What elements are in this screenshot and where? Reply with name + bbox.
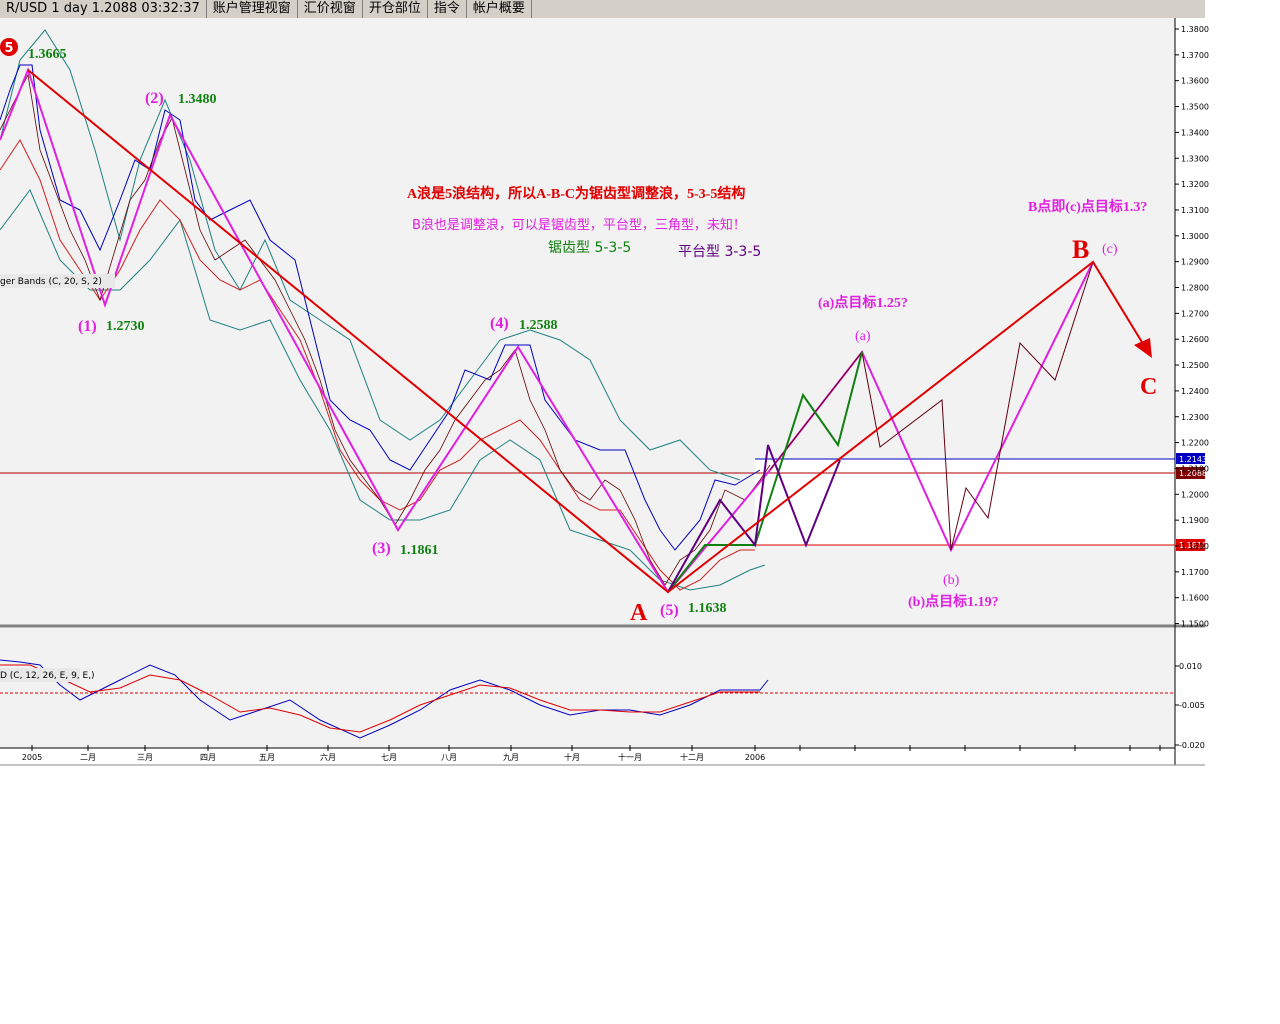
bollinger-lower: [0, 189, 766, 591]
x-tick-label: 十月: [564, 752, 580, 762]
y-tick-label: -0.005: [1179, 701, 1205, 710]
annotation: 锯齿型 5-3-5: [548, 240, 631, 256]
price-line: [0, 73, 771, 586]
y-tick-label: 1.2900: [1181, 258, 1209, 267]
price-tag: [1176, 467, 1205, 479]
y-tick-label: 1.2700: [1181, 309, 1209, 318]
y-tick-label: 1.3800: [1181, 25, 1209, 34]
wave-price: 1.2588: [519, 318, 558, 333]
price-tag: [1176, 453, 1205, 464]
tab[interactable]: 帐户概要: [467, 0, 532, 18]
x-tick-label: 八月: [441, 753, 457, 762]
y-tick-label: 1.1600: [1181, 594, 1209, 603]
x-tick-label: 2006: [745, 753, 765, 762]
y-tick-label: 1.2500: [1181, 361, 1209, 370]
indicator-label: D (C, 12, 26, E, 9, E,): [0, 671, 95, 681]
y-tick-label: 1.3600: [1181, 77, 1209, 86]
tab[interactable]: 指令: [428, 0, 467, 18]
y-tick-label: 1.3300: [1181, 154, 1209, 163]
label-bg: [0, 274, 115, 288]
y-tick-label: 0.010: [1179, 662, 1202, 671]
wave-price: 1.2730: [106, 319, 145, 334]
step-upper: [0, 64, 761, 551]
x-tick-label: 十一月: [618, 752, 642, 762]
path-line: [769, 261, 1094, 551]
bollinger-upper: [0, 29, 741, 481]
x-tick-label: 六月: [320, 752, 336, 762]
wave-price: 1.1861: [400, 543, 439, 558]
x-tick-label: 二月: [80, 753, 96, 762]
wave-label: (1): [78, 318, 97, 335]
indicator-pane: [0, 628, 1175, 748]
wave-price: 1.3480: [178, 92, 217, 107]
y-tick-label: 1.2000: [1181, 490, 1209, 499]
x-tick-label: 2005: [22, 753, 42, 762]
tab-bar: R/USD 1 day 1.2088 03:32:37 账户管理视窗 汇价视窗 开仓部…: [0, 0, 1205, 18]
flat-line: [667, 444, 841, 593]
y-tick-label: 1.2400: [1181, 387, 1209, 396]
wave-price: 1.1638: [688, 601, 727, 616]
price-tag: [1176, 539, 1205, 551]
x-tick-label: 七月: [381, 753, 397, 762]
wave-price: 1.3665: [28, 47, 67, 62]
wave-label: B: [1072, 235, 1089, 264]
y-tick-label: 1.1700: [1181, 568, 1209, 577]
wave-label: (c): [1102, 242, 1118, 257]
y-tick-label: 1.3500: [1181, 103, 1209, 112]
annotation: B点即(c)点目标1.3?: [1028, 198, 1147, 215]
tab[interactable]: R/USD 1 day 1.2088 03:32:37: [0, 0, 207, 18]
price-tag-label: 1.1810: [1179, 541, 1207, 550]
wave-marker: [0, 38, 18, 56]
annotation: (b)点目标1.19?: [908, 593, 999, 610]
label-bg: [0, 668, 80, 682]
price-tag-label: 1.2088: [1179, 469, 1207, 478]
annotation: A浪是5浪结构，所以A-B-C为锯齿型调整浪，5-3-5结构: [407, 185, 745, 202]
tab[interactable]: 开仓部位: [363, 0, 428, 18]
range-box: [755, 459, 1175, 545]
wave-label: (5): [660, 602, 679, 619]
wave-label: A: [630, 600, 648, 626]
y-tick-label: 1.2800: [1181, 284, 1209, 293]
y-tick-label: 1.2200: [1181, 439, 1209, 448]
arrow-head: [1134, 338, 1152, 358]
signal-line: [0, 664, 760, 733]
x-tick-label: 五月: [259, 753, 275, 762]
annotation: 平台型 3-3-5: [678, 244, 761, 260]
wave-label: (4): [490, 315, 509, 332]
y-tick-label: 1.1800: [1181, 542, 1209, 551]
y-tick-label: -0.020: [1179, 741, 1205, 750]
wave-label: C: [1140, 374, 1157, 400]
annotation: B浪也是调整浪，可以是锯齿型，平台型，三角型，未知！: [412, 217, 746, 233]
y-tick-label: 1.1900: [1181, 516, 1209, 525]
annotation: (a)点目标1.25?: [818, 294, 908, 311]
y-tick-label: 1.3400: [1181, 128, 1209, 137]
indicator-label: ger Bands (C, 20, S, 2): [0, 277, 102, 287]
wave-label: (2): [145, 90, 164, 107]
y-tick-label: 1.1500: [1181, 620, 1209, 629]
x-tick-label: 三月: [137, 753, 153, 762]
wave-label: (3): [372, 540, 391, 557]
y-tick-label: 1.2600: [1181, 335, 1209, 344]
y-tick-label: 1.2100: [1181, 464, 1209, 473]
wave-label: (a): [855, 329, 871, 344]
x-tick-label: 四月: [200, 753, 216, 762]
price-tag-label: 1.2143: [1179, 455, 1207, 464]
wave-label: 5: [4, 41, 13, 56]
y-tick-label: 1.3000: [1181, 232, 1209, 241]
macd-line: [0, 659, 769, 739]
y-tick-label: 1.2300: [1181, 413, 1209, 422]
y-tick-label: 1.3700: [1181, 51, 1209, 60]
wave-label: (b): [943, 573, 960, 588]
trend-line: [27, 69, 1149, 594]
x-tick-label: 十二月: [680, 752, 704, 762]
tab[interactable]: 汇价视窗: [298, 0, 363, 18]
tab[interactable]: 账户管理视窗: [207, 0, 298, 18]
y-tick-label: 1.3100: [1181, 206, 1209, 215]
x-tick-label: 九月: [503, 753, 519, 762]
y-tick-label: 1.3200: [1181, 180, 1209, 189]
